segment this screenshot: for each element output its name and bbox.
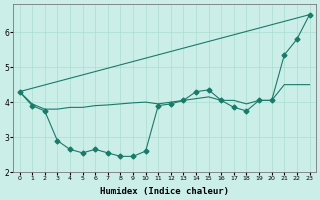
X-axis label: Humidex (Indice chaleur): Humidex (Indice chaleur)	[100, 187, 229, 196]
